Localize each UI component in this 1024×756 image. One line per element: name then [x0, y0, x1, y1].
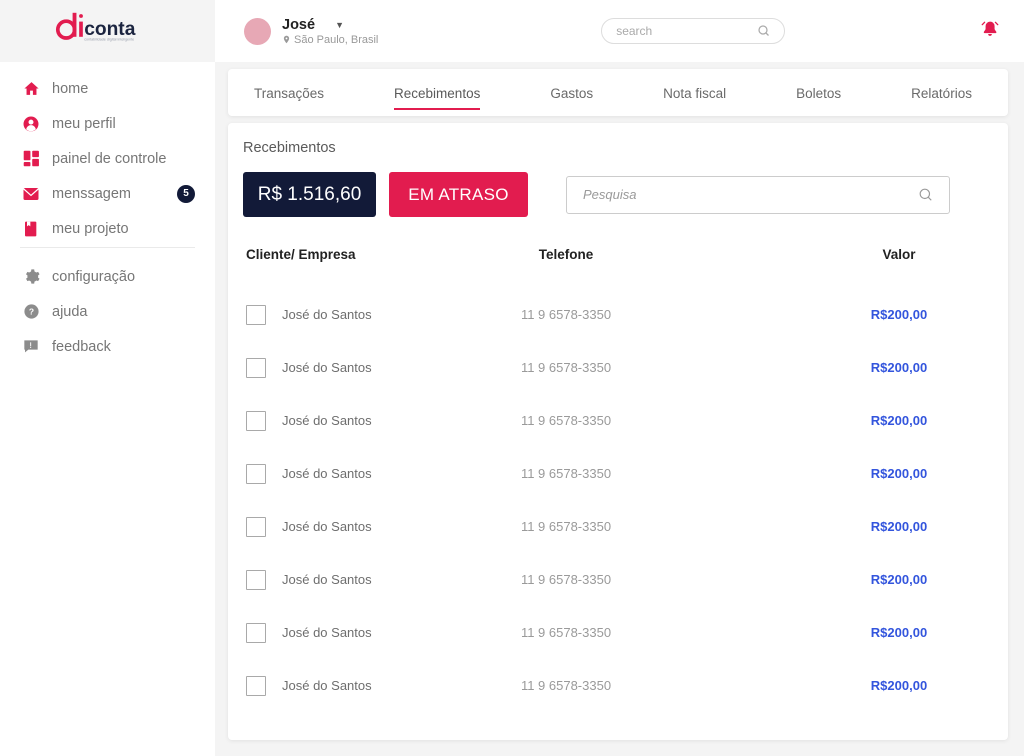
- svg-text:?: ?: [28, 307, 33, 317]
- svg-text:contabilidade digital intelige: contabilidade digital inteligente: [84, 37, 134, 41]
